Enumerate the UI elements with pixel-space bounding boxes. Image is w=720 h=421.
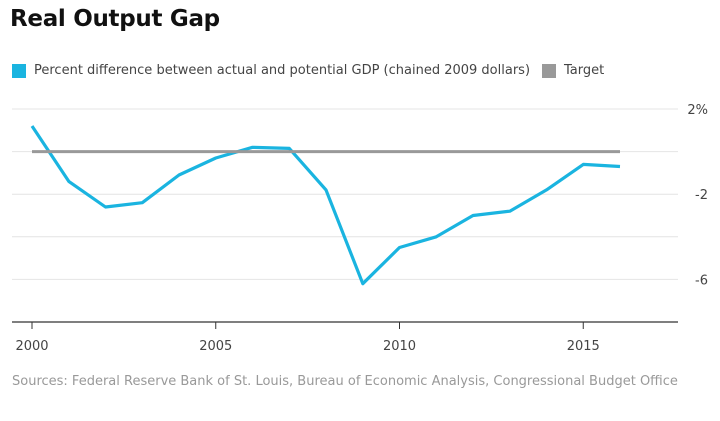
series-line-output-gap (30, 125, 621, 286)
series-layer (30, 125, 621, 286)
chart-title: Real Output Gap (10, 6, 220, 32)
y-tick-label: -6 (695, 273, 708, 288)
x-tick-label: 2010 (383, 339, 416, 354)
y-tick-label: -2 (695, 188, 708, 203)
tick-labels: 2000 2005 2010 2015 2% -2 -6 (15, 103, 708, 354)
x-tick-label: 2005 (199, 339, 232, 354)
legend-label-gap: Percent difference between actual and po… (34, 63, 531, 78)
x-axis (12, 321, 678, 329)
legend-swatch-gap (12, 63, 26, 78)
x-tick-label: 2015 (567, 339, 600, 354)
legend: Percent difference between actual and po… (12, 63, 616, 78)
source-note: Sources: Federal Reserve Bank of St. Lou… (12, 374, 678, 389)
legend-swatch-target (542, 63, 557, 78)
legend-label-target: Target (564, 63, 605, 78)
gridlines (12, 108, 678, 280)
x-tick-label: 2000 (15, 339, 48, 354)
y-tick-label: 2% (687, 103, 708, 118)
